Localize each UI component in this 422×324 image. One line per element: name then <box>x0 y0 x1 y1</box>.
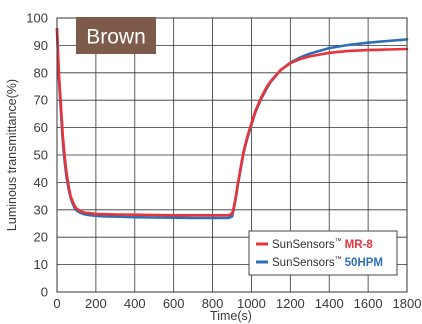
x-tick-label: 600 <box>163 296 185 311</box>
x-tick-label: 1000 <box>237 296 266 311</box>
legend: SunSensors™ MR-8 SunSensors™ 50HPM <box>248 230 398 276</box>
legend-item-mr8: SunSensors™ MR-8 <box>256 238 373 251</box>
y-tick-label: 60 <box>34 120 48 135</box>
legend-label-50hpm: SunSensors™ 50HPM <box>272 256 383 269</box>
x-tick-label: 1800 <box>393 296 422 311</box>
plot-frame <box>56 17 408 293</box>
y-tick-label: 90 <box>34 38 48 53</box>
badge: Brown <box>76 17 156 54</box>
tick-labels: 0 200 400 600 800 1000 1200 1400 1600 1800 0 10 20 30… <box>26 11 421 312</box>
x-tick-label: 400 <box>124 296 146 311</box>
y-tick-label: 10 <box>34 257 48 272</box>
series-lines <box>55 27 409 220</box>
x-tick-label: 200 <box>85 296 107 311</box>
y-tick-label: 0 <box>41 285 48 300</box>
y-axis-label: Luminous transmittance(%) <box>5 79 19 231</box>
x-tick-label: 0 <box>53 296 60 311</box>
series-line-50hpm <box>55 27 409 220</box>
legend-label-mr8: SunSensors™ MR-8 <box>272 238 373 251</box>
y-tick-label: 50 <box>34 148 48 163</box>
legend-box <box>248 230 398 276</box>
legend-item-50hpm: SunSensors™ 50HPM <box>256 256 383 269</box>
y-tick-label: 30 <box>34 202 48 217</box>
y-tick-label: 80 <box>34 65 48 80</box>
x-tick-label: 1600 <box>354 296 383 311</box>
x-tick-label: 800 <box>202 296 224 311</box>
y-tick-label: 40 <box>34 175 48 190</box>
x-axis-label: Time(s) <box>210 309 252 323</box>
x-tick-label: 1200 <box>276 296 305 311</box>
y-tick-label: 20 <box>34 230 48 245</box>
series-line-mr8 <box>55 27 409 217</box>
x-tick-label: 1400 <box>315 296 344 311</box>
badge-background <box>76 17 156 54</box>
badge-text: Brown <box>86 26 146 49</box>
y-tick-label: 70 <box>34 93 48 108</box>
y-tick-label: 100 <box>26 11 48 26</box>
